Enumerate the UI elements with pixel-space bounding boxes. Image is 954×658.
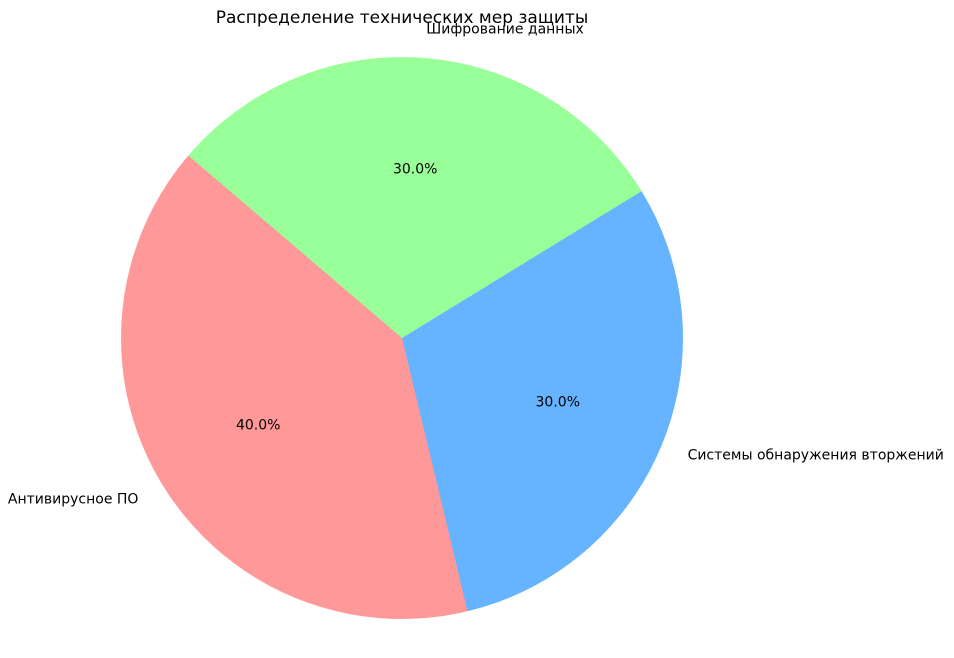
slice-label: Антивирусное ПО [7,491,139,508]
percent-label: 30.0% [392,161,438,178]
percent-label: 40.0% [235,417,281,434]
pie-chart [121,57,683,619]
slice-label: Шифрование данных [426,21,584,38]
chart-title: Распределение технических мер защиты [215,8,589,28]
slice-label: Системы обнаружения вторжений [687,447,944,464]
percent-label: 30.0% [535,394,581,411]
